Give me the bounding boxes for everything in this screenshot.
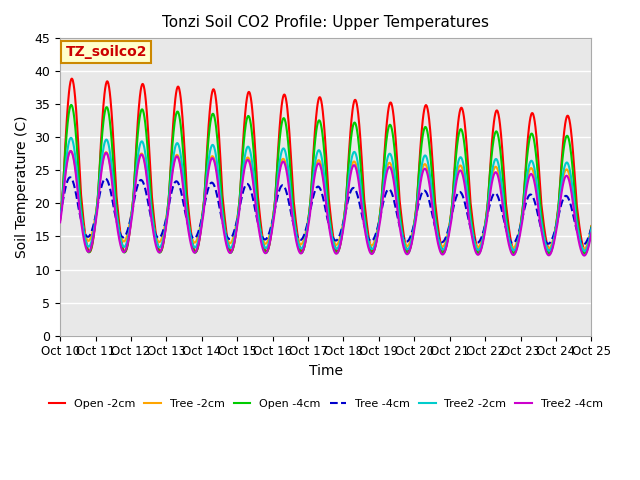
Open -2cm	[86, 249, 93, 255]
Tree -2cm	[67, 148, 75, 154]
Line: Open -2cm: Open -2cm	[60, 79, 591, 252]
Y-axis label: Soil Temperature (C): Soil Temperature (C)	[15, 116, 29, 258]
Tree2 -2cm	[303, 230, 310, 236]
Open -2cm	[98, 123, 106, 129]
Open -4cm	[120, 249, 127, 254]
Tree2 -2cm	[581, 248, 589, 254]
Tree2 -2cm	[359, 204, 367, 210]
Tree -2cm	[98, 165, 106, 171]
Tree -4cm	[303, 225, 310, 230]
Tree -4cm	[293, 233, 301, 239]
Title: Tonzi Soil CO2 Profile: Upper Temperatures: Tonzi Soil CO2 Profile: Upper Temperatur…	[163, 15, 490, 30]
Tree -4cm	[98, 183, 106, 189]
Tree2 -4cm	[282, 165, 290, 171]
Open -4cm	[581, 251, 589, 256]
Tree2 -4cm	[56, 219, 64, 225]
Tree2 -4cm	[67, 148, 75, 154]
Tree -4cm	[580, 241, 588, 247]
Tree -2cm	[588, 223, 595, 229]
Tree2 -4cm	[303, 234, 310, 240]
Open -4cm	[293, 234, 301, 240]
Text: TZ_soilco2: TZ_soilco2	[65, 45, 147, 59]
Open -2cm	[282, 98, 290, 104]
Tree2 -4cm	[580, 252, 588, 258]
Tree2 -4cm	[293, 241, 301, 247]
Line: Open -4cm: Open -4cm	[60, 105, 591, 253]
Open -2cm	[293, 230, 301, 236]
Open -2cm	[56, 217, 64, 223]
Tree2 -2cm	[282, 151, 290, 157]
Line: Tree -4cm: Tree -4cm	[60, 177, 591, 244]
Legend: Open -2cm, Tree -2cm, Open -4cm, Tree -4cm, Tree2 -2cm, Tree2 -4cm: Open -2cm, Tree -2cm, Open -4cm, Tree -4…	[44, 395, 607, 414]
Open -4cm	[588, 224, 595, 230]
Open -4cm	[56, 216, 64, 221]
Open -4cm	[282, 121, 290, 127]
Tree2 -4cm	[98, 168, 106, 173]
Open -2cm	[359, 180, 367, 186]
Tree -2cm	[120, 239, 127, 244]
Tree -2cm	[282, 162, 290, 168]
Open -2cm	[588, 223, 595, 229]
Tree -2cm	[56, 212, 64, 217]
Tree -4cm	[282, 188, 290, 193]
Tree -4cm	[588, 225, 595, 230]
Tree -4cm	[56, 212, 64, 218]
Open -4cm	[67, 102, 75, 108]
Open -4cm	[359, 192, 367, 198]
Tree2 -4cm	[588, 230, 595, 236]
Tree2 -2cm	[56, 215, 64, 221]
Tree2 -2cm	[120, 243, 127, 249]
Line: Tree2 -2cm: Tree2 -2cm	[60, 138, 591, 251]
Open -2cm	[68, 76, 76, 82]
Tree -2cm	[580, 246, 588, 252]
Open -4cm	[98, 138, 106, 144]
Tree -2cm	[293, 233, 301, 239]
Tree -2cm	[303, 226, 310, 232]
Tree -2cm	[359, 207, 367, 213]
Line: Tree -2cm: Tree -2cm	[60, 151, 591, 249]
Tree2 -4cm	[120, 249, 127, 255]
Tree2 -2cm	[98, 158, 106, 164]
Open -2cm	[120, 247, 127, 253]
Tree2 -2cm	[293, 235, 301, 240]
Tree -4cm	[120, 235, 127, 240]
Open -4cm	[303, 232, 310, 238]
Tree2 -4cm	[359, 214, 367, 220]
Open -2cm	[303, 230, 310, 236]
X-axis label: Time: Time	[308, 364, 343, 378]
Tree2 -2cm	[588, 226, 595, 231]
Tree -4cm	[66, 174, 74, 180]
Line: Tree2 -4cm: Tree2 -4cm	[60, 151, 591, 255]
Tree -4cm	[359, 216, 367, 222]
Tree2 -2cm	[67, 135, 75, 141]
